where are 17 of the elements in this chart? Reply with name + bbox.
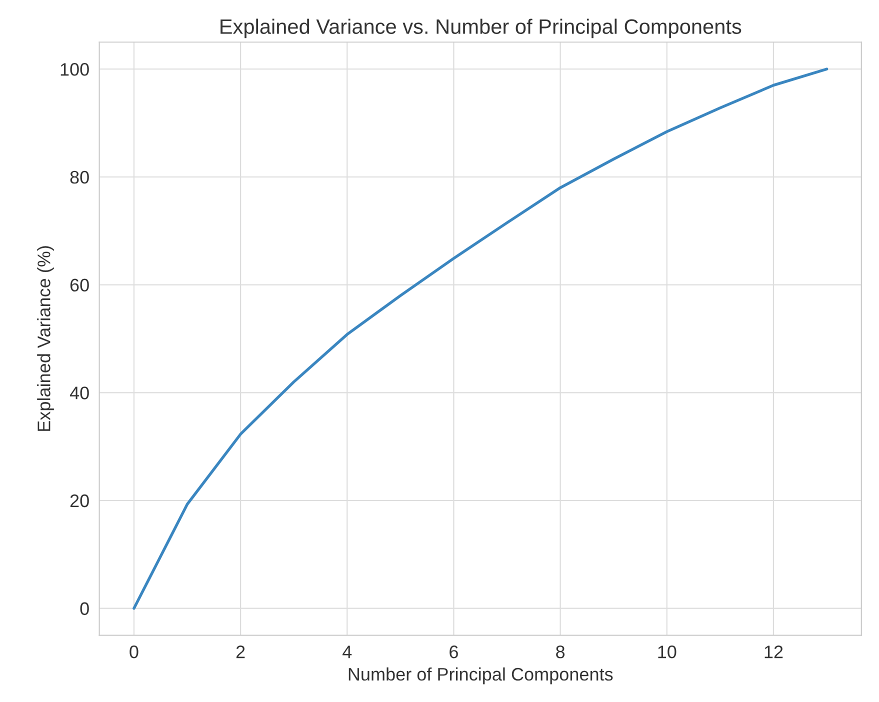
line-series <box>132 68 828 610</box>
y-axis-title: Explained Variance (%) <box>37 246 54 431</box>
chart-title: Explained Variance vs. Number of Principal Components <box>220 18 742 38</box>
y-tick-label: 20 <box>70 494 89 508</box>
x-tick-label: 10 <box>658 646 676 658</box>
x-tick-label: 8 <box>556 646 565 658</box>
x-tick-label: 4 <box>342 646 352 658</box>
x-tick-label: 6 <box>450 646 458 658</box>
y-tick-label: 60 <box>70 278 89 292</box>
x-tick-label: 0 <box>130 646 138 658</box>
x-axis-title: Number of Principal Components <box>348 667 613 684</box>
y-tick-label: 0 <box>80 602 89 616</box>
y-tick-label: 100 <box>60 63 89 76</box>
y-tick-label: 80 <box>70 170 89 184</box>
y-tick-label: 40 <box>70 386 89 400</box>
x-tick-label: 2 <box>236 646 245 658</box>
x-tick-label: 12 <box>764 646 783 658</box>
